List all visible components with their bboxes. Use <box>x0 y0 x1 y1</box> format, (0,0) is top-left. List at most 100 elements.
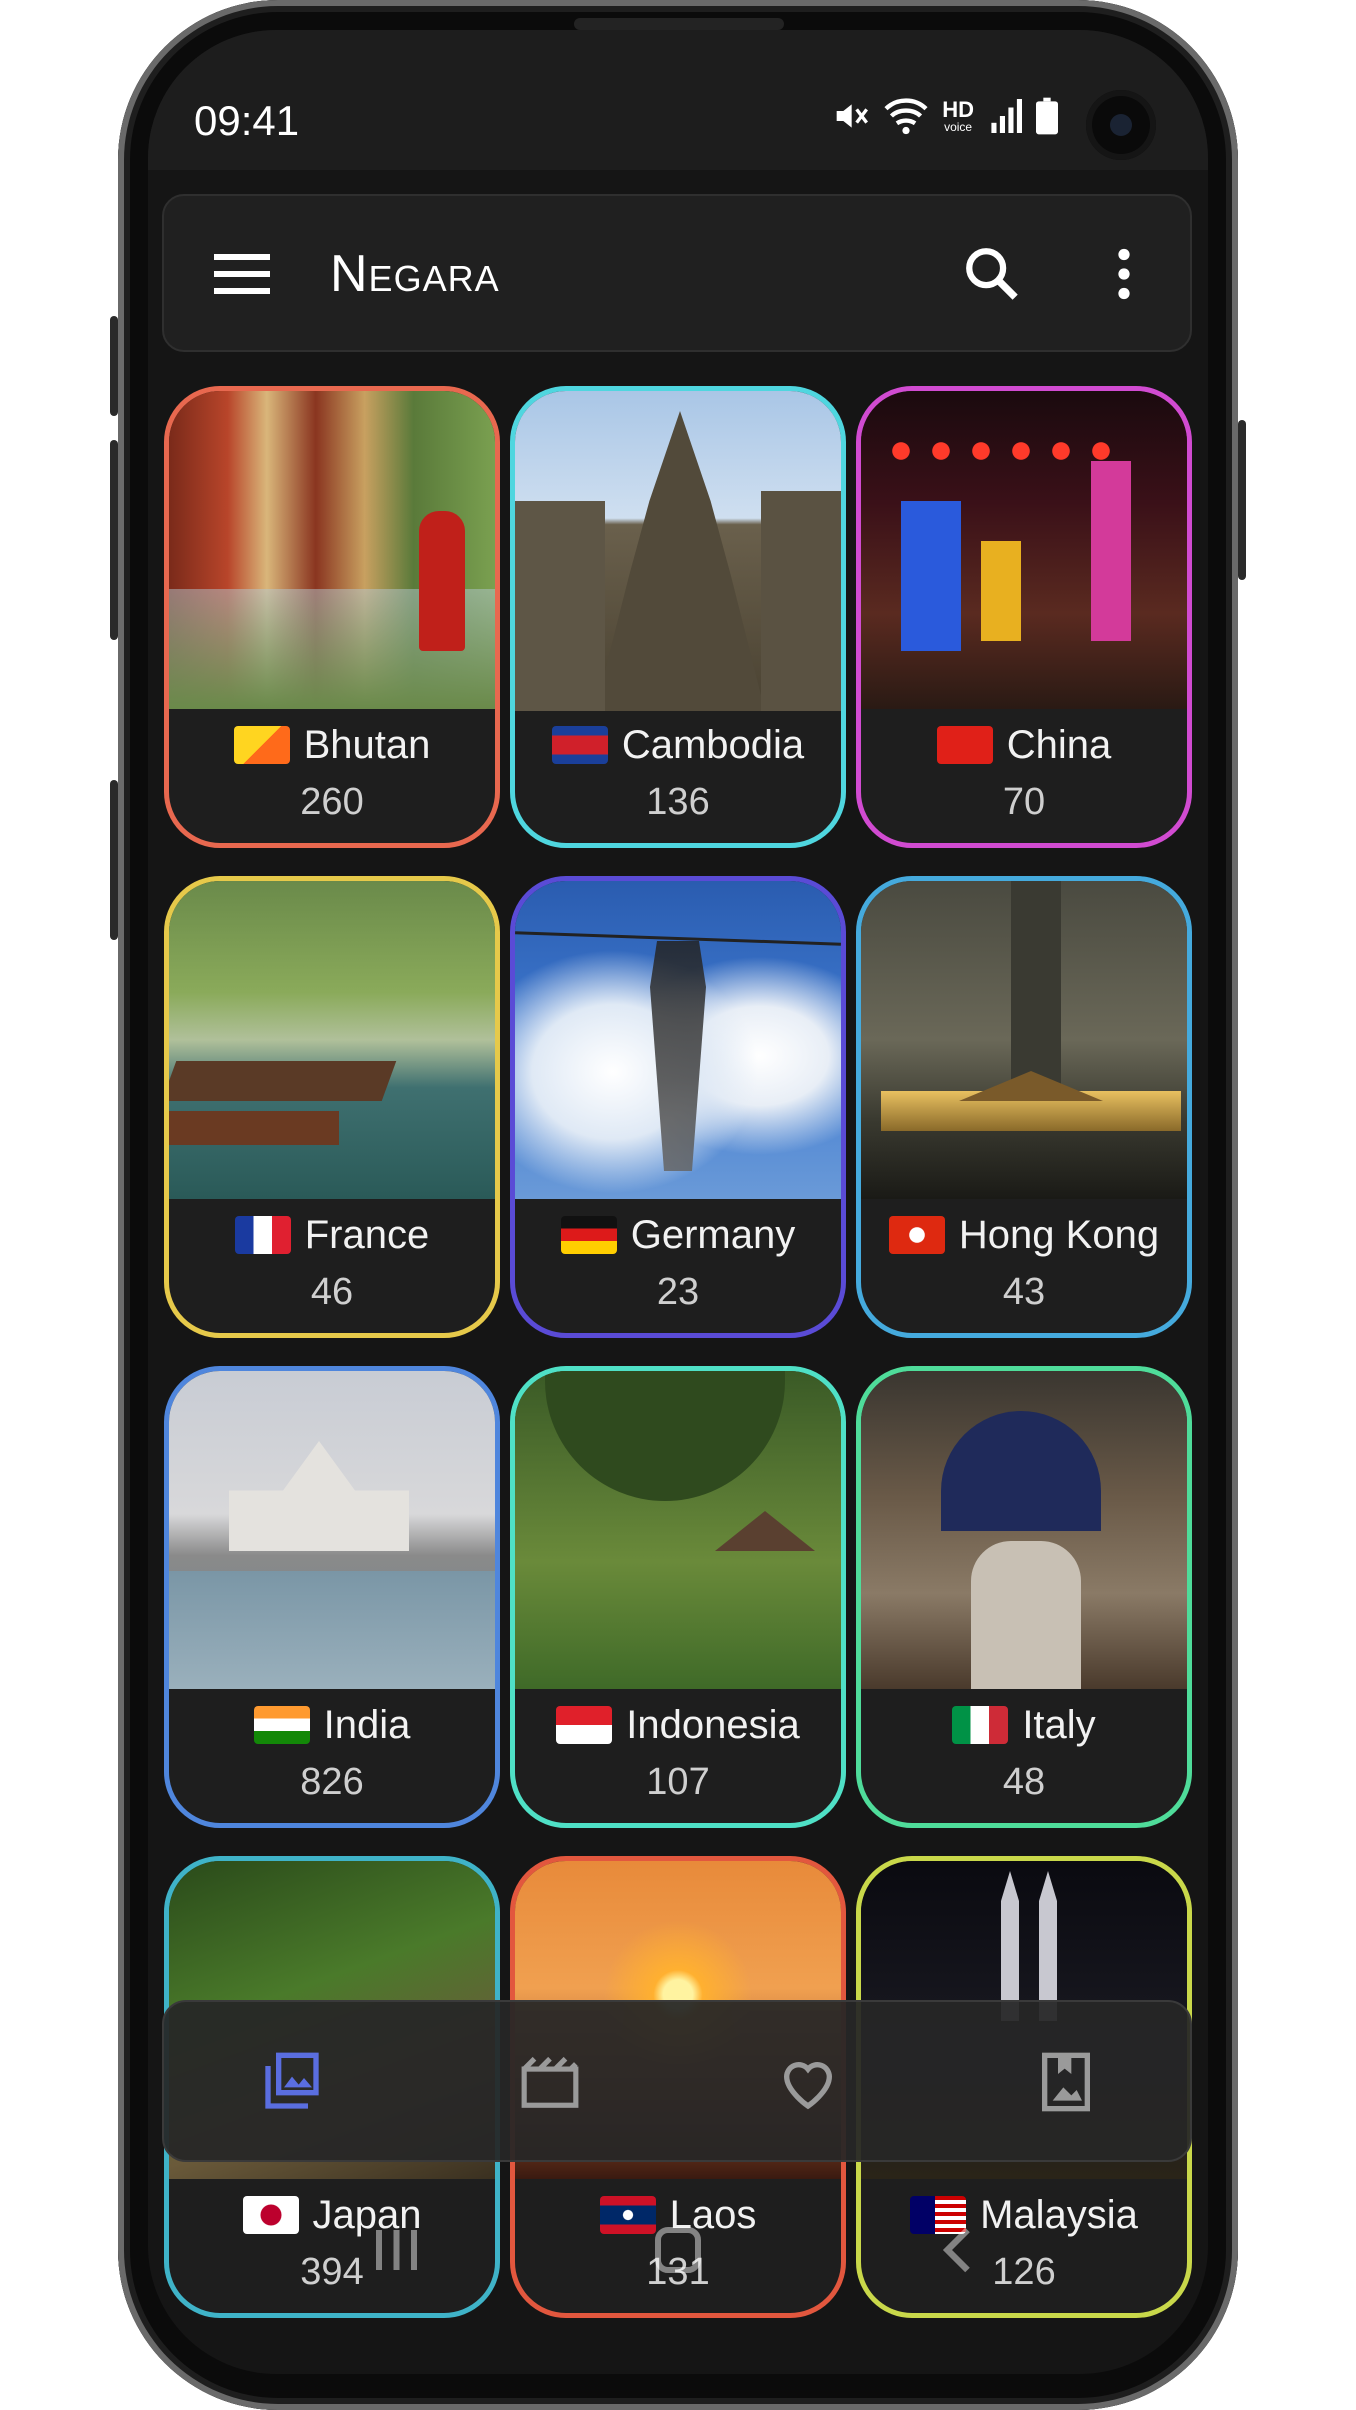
country-name: Indonesia <box>626 1703 800 1747</box>
bottom-navigation <box>162 2000 1192 2162</box>
nav-favorites[interactable] <box>768 2044 848 2124</box>
earpiece-speaker <box>574 18 784 30</box>
country-card-hong-kong[interactable]: Hong Kong 43 <box>856 876 1192 1338</box>
app-title: Negara <box>330 245 500 303</box>
country-photo <box>515 391 841 711</box>
country-name-row: Germany <box>515 1215 841 1255</box>
signal-icon <box>988 99 1022 133</box>
photo-count: 126 <box>992 2251 1056 2293</box>
nav-photos[interactable] <box>252 2044 332 2124</box>
country-name-row: India <box>169 1705 495 1745</box>
hd-voice-icon: HD voice <box>942 97 974 134</box>
nav-videos[interactable] <box>510 2044 590 2124</box>
country-photo <box>169 1371 495 1689</box>
battery-icon <box>1036 97 1058 135</box>
volume-down-button <box>110 440 118 640</box>
hong-kong-flag <box>888 1216 945 1254</box>
country-name-row: Hong Kong <box>861 1215 1187 1255</box>
country-name: Japan <box>312 2193 422 2237</box>
back-icon[interactable] <box>930 2220 990 2285</box>
country-name-row: Cambodia <box>515 725 841 765</box>
wifi-icon <box>884 96 928 136</box>
photo-count: 46 <box>310 1271 354 1313</box>
nav-bookmarks[interactable] <box>1026 2044 1106 2124</box>
country-card-bhutan[interactable]: Bhutan 260 <box>164 386 500 848</box>
germany-flag <box>560 1216 617 1254</box>
voice-label: voice <box>944 120 973 134</box>
india-flag <box>253 1706 310 1744</box>
photo-count: 826 <box>300 1761 364 1803</box>
france-flag <box>234 1216 291 1254</box>
country-name-row: Laos <box>515 2195 841 2235</box>
country-card-indonesia[interactable]: Indonesia 107 <box>510 1366 846 1828</box>
mute-icon <box>830 96 870 136</box>
photo-count: 43 <box>1002 1271 1046 1313</box>
phone-frame: 09:41 HD voice <box>118 0 1238 2410</box>
country-name: India <box>323 1703 411 1747</box>
photo-count: 131 <box>646 2251 710 2293</box>
status-time: 09:41 <box>194 97 300 144</box>
country-photo <box>515 881 841 1199</box>
italy-flag <box>952 1706 1009 1744</box>
front-camera <box>1086 90 1156 160</box>
photo-count: 136 <box>646 781 710 823</box>
country-name-row: Bhutan <box>169 725 495 765</box>
country-card-india[interactable]: India 826 <box>164 1366 500 1828</box>
country-name: Laos <box>669 2193 757 2237</box>
country-card-china[interactable]: China 70 <box>856 386 1192 848</box>
country-card-france[interactable]: France 46 <box>164 876 500 1338</box>
photo-count: 48 <box>1002 1761 1046 1803</box>
status-icons: HD voice <box>830 96 1058 136</box>
country-name-row: Italy <box>861 1705 1187 1745</box>
country-photo <box>861 1371 1187 1689</box>
country-name-row: Indonesia <box>515 1705 841 1745</box>
home-icon[interactable] <box>648 2220 708 2285</box>
volume-up-button <box>110 316 118 416</box>
country-name-row: France <box>169 1215 495 1255</box>
country-name-row: Japan <box>169 2195 495 2235</box>
country-card-cambodia[interactable]: Cambodia 136 <box>510 386 846 848</box>
country-photo <box>861 391 1187 709</box>
photo-count: 70 <box>1002 781 1046 823</box>
country-name-row: Malaysia <box>861 2195 1187 2235</box>
country-photo <box>169 391 495 709</box>
photo-count: 107 <box>646 1761 710 1803</box>
country-name: Hong Kong <box>958 1213 1160 1257</box>
indonesia-flag <box>556 1706 613 1744</box>
country-card-italy[interactable]: Italy 48 <box>856 1366 1192 1828</box>
menu-icon[interactable] <box>214 252 270 301</box>
power-button <box>1238 420 1246 580</box>
country-card-germany[interactable]: Germany 23 <box>510 876 846 1338</box>
search-icon[interactable] <box>962 244 1020 307</box>
hd-label: HD <box>942 97 974 122</box>
country-photo <box>515 1371 841 1689</box>
movie-icon <box>519 2051 581 2118</box>
recent-apps-icon[interactable] <box>366 2220 426 2285</box>
country-name: Cambodia <box>621 723 805 767</box>
country-name: Bhutan <box>303 723 431 767</box>
country-name-row: China <box>861 725 1187 765</box>
country-photo <box>169 881 495 1199</box>
bookmark-image-icon <box>1036 2050 1096 2119</box>
heart-icon <box>776 2050 840 2119</box>
photo-count: 394 <box>300 2251 364 2293</box>
country-photo <box>861 881 1187 1199</box>
country-name: China <box>1006 723 1112 767</box>
malaysia-flag <box>910 2196 967 2234</box>
screen: 09:41 HD voice <box>148 30 1208 2374</box>
bixby-button <box>110 780 118 940</box>
country-name: France <box>304 1213 430 1257</box>
system-navigation-bar <box>148 2220 1208 2320</box>
country-name: Malaysia <box>980 2193 1138 2237</box>
country-name: Italy <box>1022 1703 1096 1747</box>
more-options-icon[interactable] <box>1116 248 1132 305</box>
country-name: Germany <box>630 1213 796 1257</box>
photo-count: 23 <box>656 1271 700 1313</box>
app-bar: Negara <box>162 194 1192 352</box>
china-flag <box>936 726 993 764</box>
photo-count: 260 <box>300 781 364 823</box>
status-bar: 09:41 HD voice <box>148 30 1208 170</box>
bhutan-flag <box>233 726 290 764</box>
japan-flag <box>242 2196 299 2234</box>
cambodia-flag <box>551 726 608 764</box>
